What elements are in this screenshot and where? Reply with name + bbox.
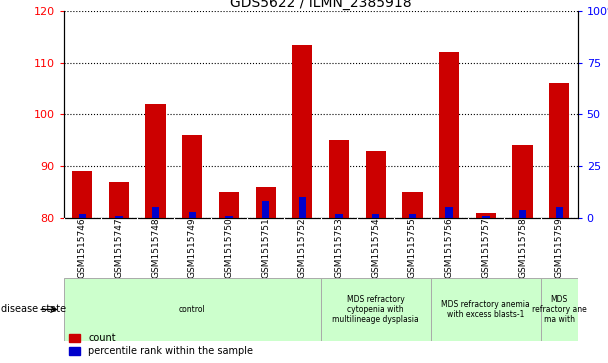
Bar [482, 216, 489, 218]
Bar [115, 216, 123, 218]
Text: GSM1515754: GSM1515754 [371, 217, 380, 278]
Text: GSM1515750: GSM1515750 [224, 217, 233, 278]
Bar [226, 216, 233, 218]
Bar [64, 278, 321, 341]
Bar [152, 207, 159, 218]
Bar [336, 214, 343, 218]
Bar [541, 278, 578, 341]
Title: GDS5622 / ILMN_2385918: GDS5622 / ILMN_2385918 [230, 0, 412, 10]
Bar [299, 197, 306, 218]
Bar [513, 145, 533, 218]
Bar [409, 214, 416, 218]
Text: control: control [179, 305, 206, 314]
Text: GSM1515751: GSM1515751 [261, 217, 270, 278]
Bar [255, 187, 276, 218]
Text: GSM1515755: GSM1515755 [408, 217, 417, 278]
Bar [549, 83, 569, 218]
Bar [321, 278, 431, 341]
Bar [556, 207, 563, 218]
Bar [292, 45, 313, 218]
Text: MDS refractory
cytopenia with
multilineage dysplasia: MDS refractory cytopenia with multilinea… [333, 294, 419, 325]
Bar [431, 278, 541, 341]
Bar [78, 214, 86, 218]
Text: GSM1515747: GSM1515747 [114, 217, 123, 278]
Text: GSM1515756: GSM1515756 [444, 217, 454, 278]
Bar [439, 52, 459, 218]
Bar [219, 192, 239, 218]
Text: GSM1515759: GSM1515759 [554, 217, 564, 278]
Bar [109, 182, 129, 218]
Bar [365, 151, 386, 218]
Text: GSM1515753: GSM1515753 [334, 217, 344, 278]
Text: GSM1515749: GSM1515749 [188, 217, 197, 278]
Text: GSM1515752: GSM1515752 [298, 217, 307, 278]
Text: GSM1515748: GSM1515748 [151, 217, 160, 278]
Bar [402, 192, 423, 218]
Bar [182, 135, 202, 218]
Bar [188, 212, 196, 218]
Text: GSM1515758: GSM1515758 [518, 217, 527, 278]
Text: disease state: disease state [1, 305, 66, 314]
Bar [372, 214, 379, 218]
Bar [72, 171, 92, 218]
Legend: count, percentile rank within the sample: count, percentile rank within the sample [69, 333, 253, 356]
Bar [145, 104, 165, 218]
Bar [329, 140, 349, 218]
Text: MDS refractory anemia
with excess blasts-1: MDS refractory anemia with excess blasts… [441, 300, 530, 319]
Bar [519, 209, 527, 218]
Text: MDS
refractory ane
ma with: MDS refractory ane ma with [532, 294, 587, 325]
Text: GSM1515746: GSM1515746 [78, 217, 87, 278]
Bar [446, 207, 453, 218]
Bar [262, 201, 269, 218]
Bar [476, 213, 496, 218]
Text: GSM1515757: GSM1515757 [482, 217, 491, 278]
